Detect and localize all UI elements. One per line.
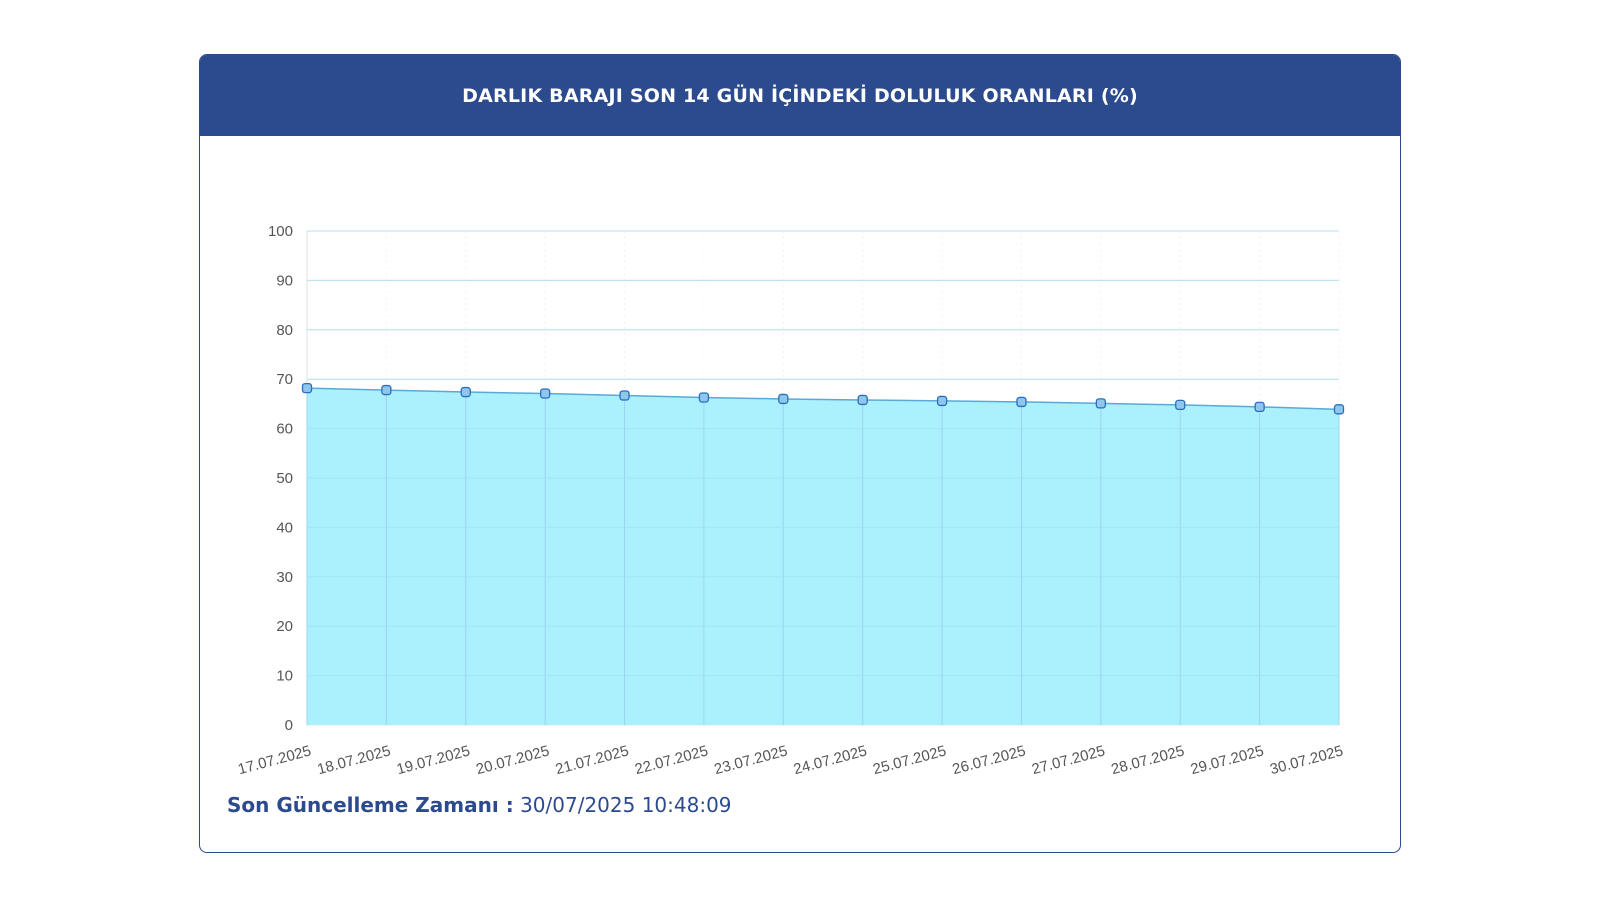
x-tick-label: 26.07.2025 <box>951 742 1028 776</box>
y-tick-label: 100 <box>268 223 293 240</box>
line-layer <box>306 387 1340 411</box>
x-tick-label: 20.07.2025 <box>474 742 551 776</box>
y-tick-label: 50 <box>276 470 293 487</box>
chart-title: DARLIK BARAJI SON 14 GÜN İÇİNDEKİ DOLULU… <box>462 84 1138 107</box>
last-update-value: 30/07/2025 10:48:09 <box>520 793 732 817</box>
x-tick-label: 28.07.2025 <box>1109 742 1186 776</box>
data-point <box>1095 398 1106 409</box>
dam-occupancy-card: DARLIK BARAJI SON 14 GÜN İÇİNDEKİ DOLULU… <box>199 54 1401 853</box>
x-tick-label: 23.07.2025 <box>712 742 789 776</box>
y-tick-label: 10 <box>276 668 293 685</box>
data-point <box>1333 404 1345 415</box>
x-tick-label: 18.07.2025 <box>316 742 393 776</box>
vertical-grid-layer <box>306 230 1340 725</box>
x-tick-label: 21.07.2025 <box>554 742 631 776</box>
data-point <box>1016 396 1027 408</box>
y-tick-label: 70 <box>276 371 293 388</box>
series-line <box>306 387 1340 411</box>
data-point <box>460 386 471 398</box>
y-tick-label: 90 <box>276 272 293 289</box>
data-point <box>698 392 710 403</box>
marker-layer <box>301 382 1345 415</box>
data-point <box>619 390 630 401</box>
data-point <box>1175 399 1186 411</box>
y-tick-label: 0 <box>285 717 293 734</box>
occupancy-area-chart: 0 10 20 30 40 50 60 70 80 90 100 17.07.2025 18.07.2… <box>236 223 1345 778</box>
x-tick-label: 29.07.2025 <box>1189 742 1266 776</box>
y-tick-label: 30 <box>276 569 293 586</box>
x-tick-label: 19.07.2025 <box>395 742 472 776</box>
x-tick-label: 22.07.2025 <box>633 742 710 776</box>
x-tick-label: 25.07.2025 <box>871 742 948 776</box>
data-point <box>540 388 551 399</box>
area-fill <box>307 388 1339 725</box>
chart-area: 0 10 20 30 40 50 60 70 80 90 100 17.07.2025 18.07.2… <box>200 136 1400 778</box>
y-tick-label: 60 <box>276 421 293 438</box>
y-tick-label: 20 <box>276 618 293 635</box>
x-tick-label: 17.07.2025 <box>236 742 313 776</box>
x-tick-label: 30.07.2025 <box>1268 742 1345 776</box>
x-tick-label: 27.07.2025 <box>1030 742 1107 776</box>
data-point <box>778 393 789 405</box>
data-point <box>857 394 868 406</box>
data-point <box>1254 401 1265 413</box>
last-update: Son Güncelleme Zamanı : 30/07/2025 10:48… <box>227 793 732 817</box>
y-axis-ticks: 0 10 20 30 40 50 60 70 80 90 100 <box>268 223 293 734</box>
x-tick-label: 24.07.2025 <box>792 742 869 776</box>
data-point <box>936 395 948 407</box>
y-tick-label: 40 <box>276 519 293 536</box>
data-point <box>381 384 392 396</box>
x-axis-ticks: 17.07.2025 18.07.2025 19.07.2025 20.07.2025… <box>236 742 1345 778</box>
y-tick-label: 80 <box>276 322 293 339</box>
area-layer <box>307 388 1339 725</box>
data-point <box>301 382 313 394</box>
last-update-label: Son Güncelleme Zamanı : <box>227 793 514 817</box>
card-header: DARLIK BARAJI SON 14 GÜN İÇİNDEKİ DOLULU… <box>200 55 1400 136</box>
